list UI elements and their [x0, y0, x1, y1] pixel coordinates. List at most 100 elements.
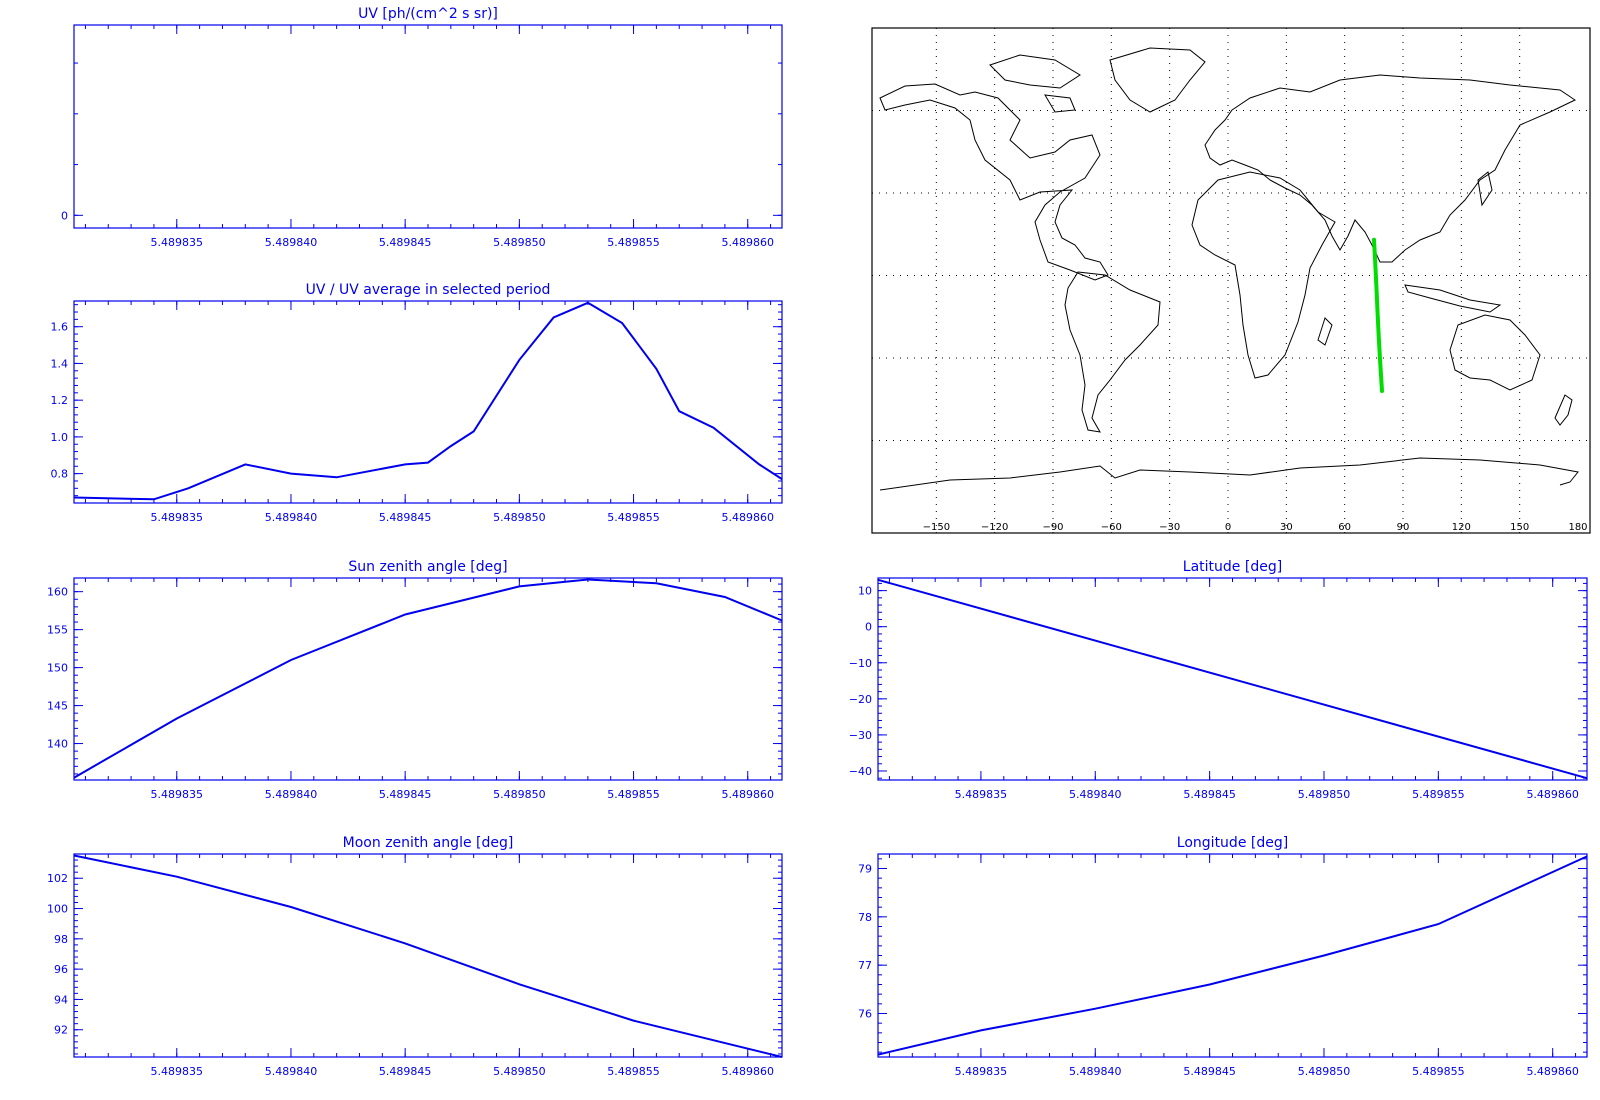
x-tick-label: 5.489840 — [265, 1065, 318, 1078]
x-tick-label: 5.489835 — [151, 236, 204, 249]
coast-south-america — [1064, 271, 1161, 433]
x-tick-label: 5.489845 — [379, 788, 432, 801]
y-tick-label: 98 — [54, 933, 68, 946]
x-tick-label: 5.489845 — [379, 236, 432, 249]
coast-madagascar — [1317, 317, 1333, 346]
map-x-tick-label: 0 — [1225, 522, 1231, 533]
series-line — [73, 578, 783, 779]
x-tick-label: 5.489855 — [1412, 1065, 1465, 1078]
x-tick-label: 5.489850 — [493, 1065, 546, 1078]
map-x-tick-label: −120 — [981, 522, 1008, 533]
coast-eurasia — [1204, 74, 1577, 263]
map-x-tick-label: 60 — [1338, 522, 1351, 533]
coast-greenland — [1109, 47, 1206, 113]
coast-north-america — [879, 83, 1109, 281]
x-tick-label: 5.489850 — [493, 788, 546, 801]
x-tick-label: 5.489835 — [151, 788, 204, 801]
x-tick-label: 5.489845 — [379, 511, 432, 524]
coast-japan — [1477, 171, 1493, 207]
x-tick-label: 5.489835 — [151, 1065, 204, 1078]
map-x-tick-label: −60 — [1101, 522, 1122, 533]
chart-title: UV [ph/(cm^2 s sr)] — [358, 6, 498, 22]
chart-title: Longitude [deg] — [1177, 835, 1288, 851]
x-tick-label: 5.489850 — [1298, 788, 1351, 801]
y-tick-label: −30 — [849, 729, 872, 742]
x-tick-label: 5.489860 — [1526, 1065, 1579, 1078]
chart-lon: Longitude [deg] 5.489835 5.489840 5.489845 5… — [858, 835, 1588, 1078]
y-tick-label: −20 — [849, 693, 872, 706]
y-tick-label: 145 — [47, 700, 68, 713]
map-x-tick-label: 180 — [1568, 522, 1587, 533]
y-tick-label: 1.6 — [51, 321, 69, 334]
x-tick-label: 5.489850 — [1298, 1065, 1351, 1078]
x-tick-label: 5.489840 — [265, 788, 318, 801]
coast-africa — [1191, 171, 1336, 379]
x-tick-label: 5.489855 — [607, 511, 660, 524]
plot-frame — [877, 853, 1588, 1058]
satellite-track — [1372, 237, 1384, 393]
map-x-tick-label: 90 — [1397, 522, 1410, 533]
y-tick-label: 150 — [47, 662, 68, 675]
x-tick-label: 5.489835 — [955, 788, 1008, 801]
x-tick-label: 5.489840 — [265, 236, 318, 249]
y-tick-label: 140 — [47, 738, 68, 751]
x-tick-label: 5.489860 — [721, 788, 774, 801]
x-tick-label: 5.489850 — [493, 236, 546, 249]
x-tick-label: 5.489855 — [607, 236, 660, 249]
x-tick-label: 5.489845 — [1183, 788, 1236, 801]
coast-australia — [1449, 314, 1541, 391]
x-tick-label: 5.489860 — [721, 1065, 774, 1078]
y-tick-label: 78 — [858, 911, 872, 924]
map-x-tick-label: 30 — [1280, 522, 1293, 533]
x-tick-label: 5.489840 — [1069, 1065, 1122, 1078]
coast-antarctica — [879, 457, 1579, 491]
y-tick-label: 155 — [47, 624, 68, 637]
x-tick-label: 5.489840 — [265, 511, 318, 524]
plot-frame — [73, 24, 783, 229]
y-tick-label: 0 — [865, 621, 872, 634]
y-tick-label: 102 — [47, 872, 68, 885]
y-tick-label: 1.4 — [51, 357, 69, 370]
y-tick-label: 0.8 — [51, 468, 69, 481]
y-tick-label: 100 — [47, 903, 68, 916]
map-frame — [871, 27, 1591, 534]
map-x-tick-label: −30 — [1159, 522, 1180, 533]
coast-new-zealand — [1554, 394, 1573, 426]
x-tick-label: 5.489860 — [1526, 788, 1579, 801]
x-tick-label: 5.489855 — [607, 788, 660, 801]
series-line — [73, 301, 783, 501]
map-x-tick-labels: −150 −120 −90 −60 −30 0 30 60 90 120 150 180 — [923, 522, 1588, 533]
chart-title: Latitude [deg] — [1183, 559, 1282, 575]
chart-title: UV / UV average in selected period — [306, 282, 551, 298]
coast-se-asia — [1404, 284, 1502, 313]
y-tick-label: 79 — [858, 863, 872, 876]
satellite-track-line — [1372, 237, 1384, 393]
plot-frame — [73, 300, 783, 504]
map-x-tick-label: −150 — [923, 522, 950, 533]
chart-title: Moon zenith angle [deg] — [343, 835, 514, 851]
charts-layer: UV [ph/(cm^2 s sr)] 5.489835 5.489840 5.489… — [47, 6, 1588, 1078]
x-tick-label: 5.489835 — [151, 511, 204, 524]
series-line — [877, 855, 1588, 1056]
y-tick-label: −40 — [849, 765, 872, 778]
map-x-tick-label: 150 — [1510, 522, 1529, 533]
y-tick-label: 1.2 — [51, 394, 69, 407]
x-tick-label: 5.489845 — [379, 1065, 432, 1078]
x-tick-label: 5.489855 — [607, 1065, 660, 1078]
chart-mza: Moon zenith angle [deg] 5.489835 5.489840 5… — [47, 835, 783, 1078]
y-tick-label: −10 — [849, 657, 872, 670]
chart-sza: Sun zenith angle [deg] 5.489835 5.489840 5.… — [47, 559, 783, 801]
y-tick-label: 10 — [858, 585, 872, 598]
series-line — [877, 578, 1588, 780]
map-x-tick-label: −90 — [1042, 522, 1063, 533]
chart-uvratio: UV / UV average in selected period 5.4898… — [51, 282, 783, 524]
y-tick-label: 76 — [858, 1008, 872, 1021]
x-tick-label: 5.489850 — [493, 511, 546, 524]
y-tick-label: 96 — [54, 963, 68, 976]
map-coastlines — [879, 47, 1579, 491]
y-tick-label: 92 — [54, 1024, 68, 1037]
world-map-panel: −150 −120 −90 −60 −30 0 30 60 90 120 150 180 — [871, 27, 1591, 534]
chart-title: Sun zenith angle [deg] — [348, 559, 507, 575]
map-x-tick-label: 120 — [1452, 522, 1471, 533]
x-tick-label: 5.489845 — [1183, 1065, 1236, 1078]
